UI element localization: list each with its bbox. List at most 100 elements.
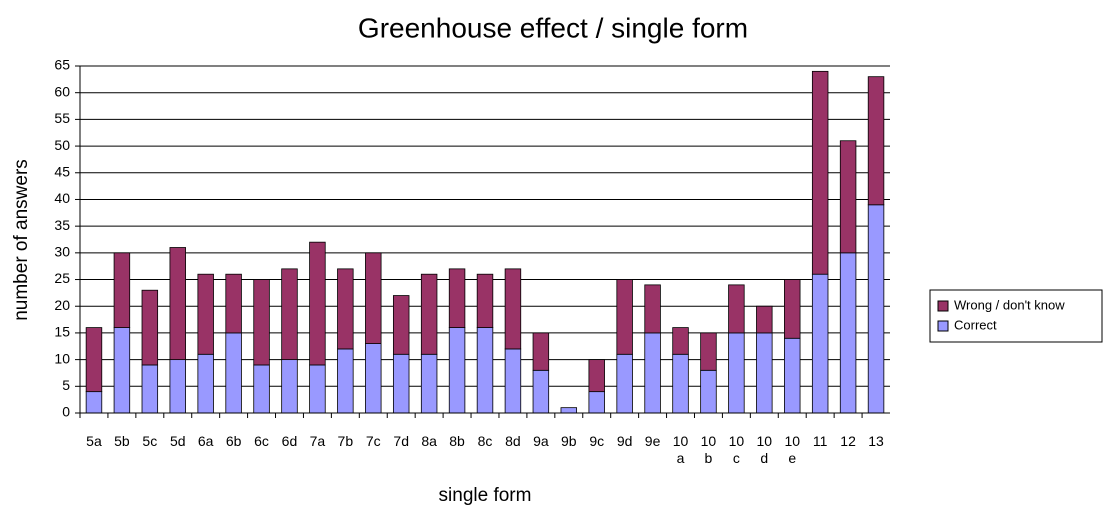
- bar-segment: [281, 359, 298, 414]
- y-tick-label: 60: [54, 83, 70, 99]
- bar-segment: [588, 391, 605, 414]
- x-tick-label: 9d: [616, 433, 633, 449]
- bar-segment: [113, 252, 131, 328]
- x-tick-label: 9c: [589, 433, 605, 449]
- bar-segment: [504, 348, 522, 414]
- y-tick-label: 45: [54, 163, 70, 179]
- y-axis-label: number of answers: [11, 159, 32, 321]
- bar-segment: [365, 252, 382, 345]
- bar-segment: [169, 247, 186, 361]
- x-tick-label: 7a: [309, 433, 326, 449]
- bar-segment: [700, 369, 717, 414]
- legend-label: Wrong / don't know: [954, 297, 1065, 312]
- bar-segment: [420, 273, 438, 355]
- bar-segment: [169, 359, 186, 414]
- chart-title: Greenhouse effect / single form: [358, 12, 748, 43]
- x-tick-label: 12: [840, 433, 856, 449]
- bar-segment: [504, 268, 522, 350]
- x-tick-label: 6c: [254, 433, 269, 449]
- bar-segment: [392, 295, 410, 355]
- x-tick-label: 8b: [449, 433, 465, 449]
- bar-segment: [225, 332, 242, 414]
- bar-segment: [644, 284, 661, 334]
- bar-segment: [756, 305, 773, 334]
- x-tick-label: 7d: [393, 433, 409, 449]
- bar-segment: [616, 279, 633, 355]
- bar-segment: [85, 327, 103, 393]
- y-tick-label: 65: [54, 57, 70, 73]
- bar-segment: [532, 332, 550, 371]
- y-tick-label: 25: [54, 270, 70, 286]
- bar-segment: [672, 327, 689, 355]
- x-tick-label: 9e: [644, 433, 661, 449]
- bar-segment: [532, 369, 550, 414]
- bar-segment: [672, 353, 689, 414]
- bar-segment: [253, 279, 270, 366]
- bar-segment: [225, 273, 242, 334]
- x-tick-label: 8c: [477, 433, 493, 449]
- x-tick-label: 9a: [533, 433, 549, 449]
- bar-segment: [560, 407, 578, 414]
- bar-segment: [448, 327, 466, 414]
- bar-segment: [700, 332, 717, 371]
- bar-segment: [867, 76, 885, 206]
- bar-segment: [784, 337, 801, 414]
- bar-segment: [141, 289, 159, 366]
- x-tick-label: 10 a: [672, 433, 689, 466]
- y-tick-label: 40: [54, 190, 70, 206]
- bar-segment: [85, 391, 103, 414]
- bar-segment: [253, 364, 270, 414]
- legend-label: Correct: [954, 317, 997, 332]
- bar-segment: [644, 332, 661, 414]
- bar-segment: [420, 353, 438, 414]
- bar-segment: [839, 140, 857, 254]
- bar-segment: [309, 364, 326, 414]
- x-tick-label: 5d: [169, 433, 186, 449]
- bar-segment: [337, 268, 354, 350]
- y-tick-label: 5: [62, 377, 70, 393]
- bar-segment: [784, 279, 801, 339]
- bar-segment: [365, 343, 382, 414]
- x-tick-label: 7b: [337, 433, 354, 449]
- bar-segment: [728, 284, 745, 334]
- bar-segment: [197, 273, 214, 355]
- x-tick-label: 10 d: [756, 433, 773, 466]
- legend-swatch: [937, 320, 949, 332]
- x-tick-label: 10 e: [784, 433, 801, 466]
- y-tick-label: 35: [54, 217, 70, 233]
- x-tick-label: 6d: [281, 433, 298, 449]
- bar-segment: [756, 332, 773, 414]
- y-tick-label: 55: [54, 110, 70, 126]
- legend-box: [929, 289, 1103, 343]
- y-tick-label: 0: [62, 404, 70, 420]
- x-tick-label: 5a: [86, 433, 102, 449]
- y-tick-label: 10: [54, 350, 70, 366]
- bar-segment: [839, 252, 857, 414]
- x-tick-label: 9b: [560, 433, 577, 449]
- bar-segment: [811, 273, 829, 414]
- bar-segment: [867, 204, 885, 414]
- y-tick-label: 20: [54, 297, 70, 313]
- legend-swatch: [937, 300, 949, 312]
- x-tick-label: 7c: [365, 433, 381, 449]
- x-tick-label: 10 c: [728, 433, 745, 466]
- bar-segment: [588, 359, 605, 393]
- bar-segment: [197, 353, 214, 414]
- bar-segment: [811, 70, 829, 275]
- bar-segment: [728, 332, 745, 414]
- bar-segment: [141, 364, 159, 414]
- bar-segment: [476, 327, 494, 414]
- bar-segment: [281, 268, 298, 361]
- y-tick-label: 30: [54, 244, 70, 260]
- bar-segment: [616, 353, 633, 414]
- y-tick-label: 50: [54, 137, 70, 153]
- x-tick-label: 6b: [225, 433, 242, 449]
- x-axis-label: single form: [439, 485, 532, 506]
- x-tick-label: 5c: [142, 433, 158, 449]
- x-tick-label: 6a: [197, 433, 214, 449]
- bar-segment: [476, 273, 494, 328]
- bar-segment: [392, 353, 410, 414]
- x-tick-label: 10 b: [700, 433, 717, 466]
